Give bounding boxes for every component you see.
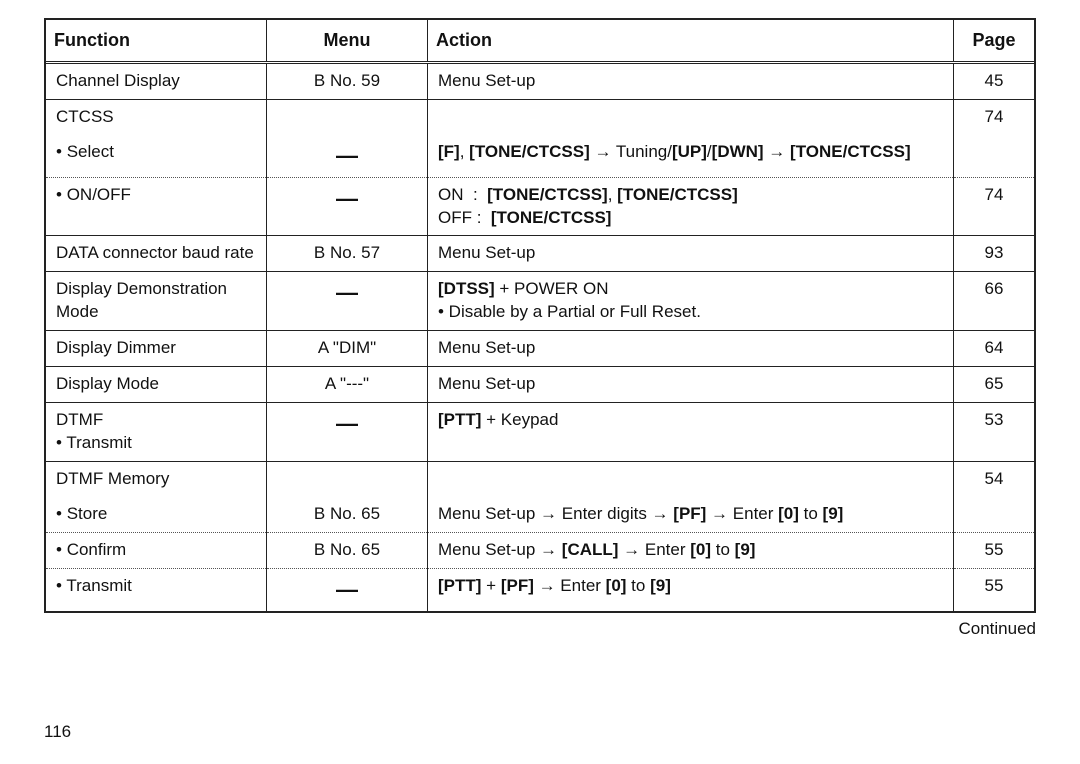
table-header-row: Function Menu Action Page: [46, 20, 1034, 63]
cell-function: Select: [46, 135, 267, 177]
cell-menu: [267, 99, 428, 134]
table-row: StoreB No. 65Menu Set-up → Enter digits …: [46, 497, 1034, 532]
function-table: Function Menu Action Page Channel Displa…: [46, 20, 1034, 611]
cell-menu: [267, 462, 428, 497]
cell-menu: —: [267, 403, 428, 462]
page-number: 116: [44, 722, 71, 742]
cell-function: Channel Display: [46, 63, 267, 100]
cell-menu: A "---": [267, 367, 428, 403]
table-row: CTCSS 74: [46, 99, 1034, 134]
cell-function: Display Mode: [46, 367, 267, 403]
cell-menu: B No. 59: [267, 63, 428, 100]
cell-menu: B No. 57: [267, 236, 428, 272]
cell-function: Confirm: [46, 532, 267, 568]
cell-page: 66: [954, 272, 1035, 331]
cell-menu: —: [267, 272, 428, 331]
cell-menu: B No. 65: [267, 532, 428, 568]
cell-action: [PTT] + Keypad: [428, 403, 954, 462]
cell-action: Menu Set-up: [428, 367, 954, 403]
table-row: Display ModeA "---"Menu Set-up65: [46, 367, 1034, 403]
cell-page: 93: [954, 236, 1035, 272]
cell-menu: —: [267, 568, 428, 610]
table-row: ConfirmB No. 65Menu Set-up → [CALL] → En…: [46, 532, 1034, 568]
cell-action: Menu Set-up: [428, 331, 954, 367]
cell-function: DTMFTransmit: [46, 403, 267, 462]
cell-action: ON : [TONE/CTCSS], [TONE/CTCSS]OFF : [TO…: [428, 177, 954, 236]
col-header-menu: Menu: [267, 20, 428, 63]
cell-action: [428, 462, 954, 497]
cell-action: [DTSS] + POWER ON• Disable by a Partial …: [428, 272, 954, 331]
table-row: DTMFTransmit—[PTT] + Keypad53: [46, 403, 1034, 462]
continued-label: Continued: [0, 619, 1036, 639]
cell-page: 74: [954, 99, 1035, 134]
cell-function: Display Demonstration Mode: [46, 272, 267, 331]
table-row: DTMF Memory 54: [46, 462, 1034, 497]
cell-function: ON/OFF: [46, 177, 267, 236]
cell-page: [954, 135, 1035, 177]
cell-page: 65: [954, 367, 1035, 403]
cell-action: Menu Set-up → [CALL] → Enter [0] to [9]: [428, 532, 954, 568]
table-row: Transmit—[PTT] + [PF] → Enter [0] to [9]…: [46, 568, 1034, 610]
cell-action: [F], [TONE/CTCSS] → Tuning/[UP]/[DWN] → …: [428, 135, 954, 177]
table-row: Display DimmerA "DIM"Menu Set-up64: [46, 331, 1034, 367]
cell-page: 55: [954, 568, 1035, 610]
cell-function: DTMF Memory: [46, 462, 267, 497]
cell-action: Menu Set-up: [428, 63, 954, 100]
manual-page: { "table": { "columns": ["Function", "Me…: [0, 0, 1080, 764]
cell-function: Display Dimmer: [46, 331, 267, 367]
table-body: Channel DisplayB No. 59Menu Set-up45CTCS…: [46, 63, 1034, 611]
cell-action: [PTT] + [PF] → Enter [0] to [9]: [428, 568, 954, 610]
table-row: Channel DisplayB No. 59Menu Set-up45: [46, 63, 1034, 100]
cell-menu: —: [267, 135, 428, 177]
col-header-page: Page: [954, 20, 1035, 63]
cell-menu: —: [267, 177, 428, 236]
table-row: ON/OFF—ON : [TONE/CTCSS], [TONE/CTCSS]OF…: [46, 177, 1034, 236]
cell-action: Menu Set-up → Enter digits → [PF] → Ente…: [428, 497, 954, 532]
cell-page: 54: [954, 462, 1035, 497]
cell-menu: A "DIM": [267, 331, 428, 367]
cell-page: 53: [954, 403, 1035, 462]
table-row: DATA connector baud rateB No. 57Menu Set…: [46, 236, 1034, 272]
cell-function: DATA connector baud rate: [46, 236, 267, 272]
cell-function: CTCSS: [46, 99, 267, 134]
table-row: Select—[F], [TONE/CTCSS] → Tuning/[UP]/[…: [46, 135, 1034, 177]
col-header-function: Function: [46, 20, 267, 63]
cell-function: Transmit: [46, 568, 267, 610]
cell-page: 64: [954, 331, 1035, 367]
cell-page: 45: [954, 63, 1035, 100]
cell-action: [428, 99, 954, 134]
cell-menu: B No. 65: [267, 497, 428, 532]
cell-action: Menu Set-up: [428, 236, 954, 272]
cell-page: 74: [954, 177, 1035, 236]
col-header-action: Action: [428, 20, 954, 63]
cell-function: Store: [46, 497, 267, 532]
function-table-wrap: Function Menu Action Page Channel Displa…: [44, 18, 1036, 613]
cell-page: 55: [954, 532, 1035, 568]
table-row: Display Demonstration Mode—[DTSS] + POWE…: [46, 272, 1034, 331]
cell-page: [954, 497, 1035, 532]
